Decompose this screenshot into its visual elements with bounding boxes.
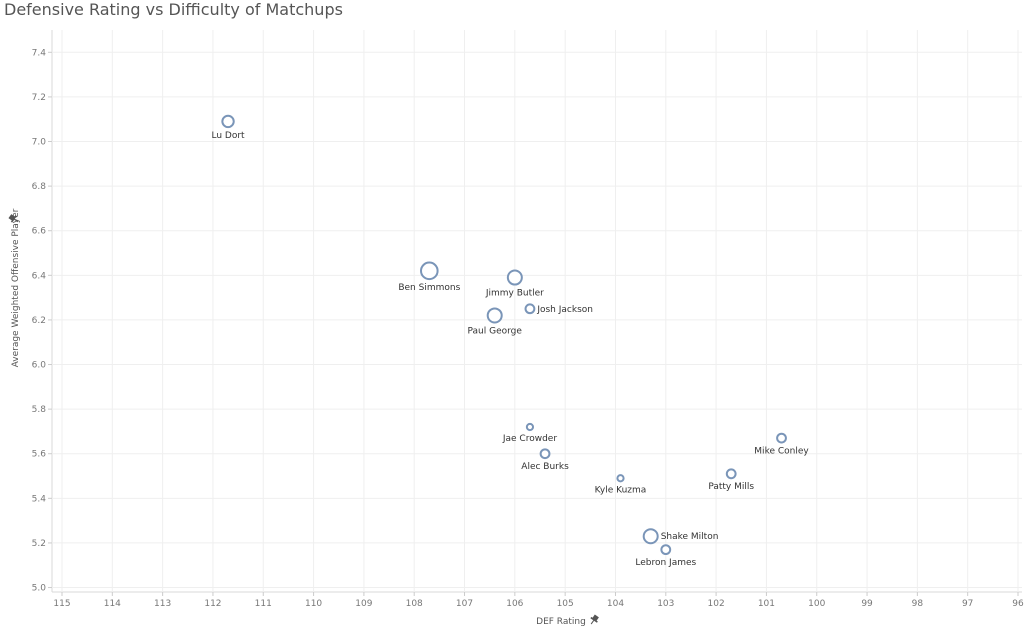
chart-title: Defensive Rating vs Difficulty of Matchu… <box>4 0 343 19</box>
y-tick-label: 5.8 <box>32 405 47 415</box>
data-point[interactable] <box>660 544 672 556</box>
y-tick-label: 6.0 <box>32 361 47 371</box>
x-axis-title[interactable]: DEF Rating <box>536 617 586 627</box>
y-axis-pin-icon[interactable] <box>8 213 21 225</box>
data-point[interactable] <box>642 528 659 545</box>
data-point[interactable] <box>486 307 503 324</box>
x-axis-title-group[interactable]: DEF Rating <box>536 614 600 627</box>
y-tick-label: 6.6 <box>32 227 47 237</box>
y-tick-label: 6.2 <box>32 316 46 326</box>
data-label: Paul George <box>468 326 523 336</box>
data-label: Lebron James <box>635 558 696 568</box>
x-tick-label: 101 <box>758 599 775 609</box>
y-tick-label: 6.4 <box>32 271 47 281</box>
x-tick-label: 103 <box>657 599 674 609</box>
data-label: Mike Conley <box>754 447 809 457</box>
data-label: Lu Dort <box>211 131 245 141</box>
x-tick-label: 96 <box>1012 599 1024 609</box>
y-axis-title-group[interactable]: Average Weighted Offensive Player <box>8 208 21 367</box>
x-axis-ticks: 115 114 113 112 111 110 109 108 107 106 105 104 103 1… <box>53 592 1024 609</box>
x-axis-pin-icon[interactable] <box>588 614 600 627</box>
y-tick-label: 7.4 <box>32 48 47 58</box>
data-label: Alec Burks <box>521 462 569 472</box>
data-point[interactable] <box>221 114 235 129</box>
x-tick-label: 107 <box>456 599 473 609</box>
y-tick-label: 5.4 <box>32 494 47 504</box>
data-point[interactable] <box>539 448 551 460</box>
x-tick-label: 97 <box>962 599 973 609</box>
x-tick-label: 105 <box>557 599 574 609</box>
x-tick-label: 114 <box>104 599 121 609</box>
x-tick-label: 100 <box>808 599 825 609</box>
grid <box>51 30 1022 593</box>
y-tick-label: 6.8 <box>32 182 47 192</box>
data-label: Josh Jackson <box>536 305 593 315</box>
y-tick-label: 5.2 <box>32 539 46 549</box>
x-tick-label: 113 <box>154 599 171 609</box>
y-axis-title[interactable]: Average Weighted Offensive Player <box>11 208 21 367</box>
data-label: Ben Simmons <box>398 283 460 293</box>
x-tick-label: 112 <box>204 599 221 609</box>
data-point[interactable] <box>776 432 787 444</box>
x-tick-label: 115 <box>53 599 70 609</box>
x-tick-label: 109 <box>355 599 372 609</box>
x-tick-label: 102 <box>708 599 725 609</box>
data-label: Jimmy Butler <box>485 289 544 299</box>
data-point[interactable] <box>616 474 625 483</box>
x-tick-label: 106 <box>506 599 523 609</box>
y-axis-ticks: 5.0 5.2 5.4 5.6 5.8 6.0 6.2 6.4 6.6 6.8 7.0 7.2 7.4 <box>32 48 52 594</box>
x-tick-label: 99 <box>861 599 873 609</box>
x-tick-label: 108 <box>406 599 423 609</box>
y-tick-label: 5.6 <box>32 450 47 460</box>
data-point[interactable] <box>420 261 439 281</box>
data-labels: Lu Dort Ben Simmons Jimmy Butler Josh Jacks… <box>211 131 809 568</box>
data-point[interactable] <box>725 468 737 480</box>
y-tick-label: 5.0 <box>32 584 47 594</box>
data-label: Kyle Kuzma <box>595 485 647 495</box>
y-tick-label: 7.2 <box>32 93 46 103</box>
x-tick-label: 98 <box>912 599 924 609</box>
x-tick-label: 110 <box>305 599 322 609</box>
data-point[interactable] <box>525 422 535 432</box>
x-tick-label: 104 <box>607 599 624 609</box>
data-points[interactable] <box>221 114 787 556</box>
x-tick-label: 111 <box>255 599 272 609</box>
data-label: Jae Crowder <box>502 434 557 444</box>
data-label: Shake Milton <box>661 532 719 542</box>
data-point[interactable] <box>524 303 536 315</box>
data-point[interactable] <box>506 269 523 286</box>
y-tick-label: 7.0 <box>32 138 47 148</box>
data-label: Patty Mills <box>708 482 754 492</box>
